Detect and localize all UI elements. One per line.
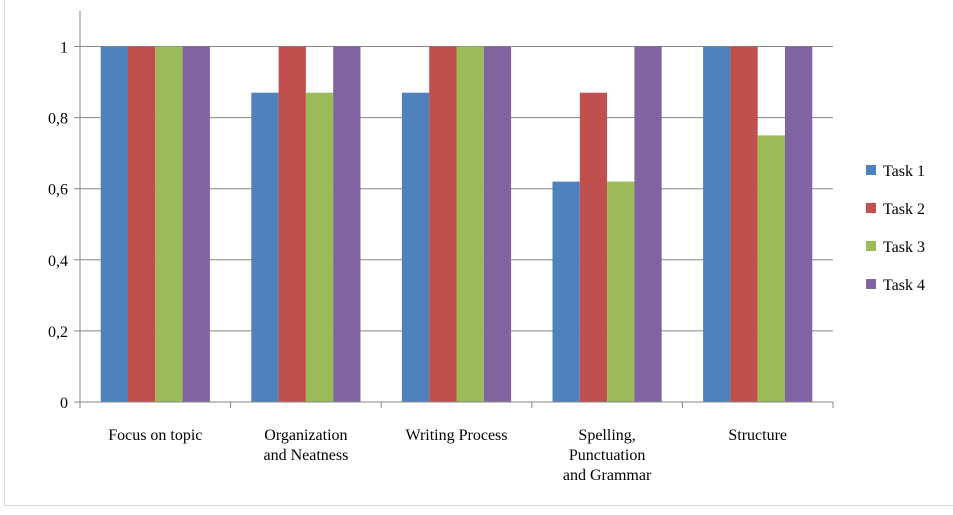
bars [100,46,813,402]
y-tick-label: 0,4 [48,253,68,270]
bar [128,46,156,402]
legend-label: Task 2 [883,201,925,218]
bar [552,181,580,402]
bar [278,46,306,402]
bar [579,92,608,402]
x-category-label: Writing Process [405,427,507,444]
frame-border-bottom [4,505,953,506]
x-category-label: Punctuation [569,447,645,464]
bar [333,46,361,402]
y-tick-label: 0,2 [48,324,68,341]
bar [785,46,813,402]
y-tick-labels: 0 0,2 0,4 0,6 0,8 1 [48,40,68,413]
x-category-label: Organization [264,427,347,444]
bar [182,46,210,402]
axes [74,10,834,408]
y-tick-label: 0,6 [48,182,68,199]
frame-border-left [4,0,5,505]
x-category-label: and Grammar [563,467,652,484]
bar [401,92,430,402]
y-tick-label: 1 [60,40,68,57]
y-tick-label: 0 [60,395,68,412]
y-tick-label: 0,8 [48,111,68,128]
bar [730,46,758,402]
bar [251,92,279,402]
legend-swatch [866,165,876,175]
bar [634,46,662,402]
bar [456,46,484,402]
legend-label: Task 1 [883,163,925,180]
legend-label: Task 4 [883,277,925,294]
legend-swatch [866,241,876,251]
x-category-label: Spelling, [578,427,635,444]
bar [305,92,334,402]
x-category-label: and Neatness [263,447,348,464]
bar [100,46,128,402]
legend: Task 1 Task 2 Task 3 Task 4 [866,163,925,294]
x-category-labels: Focus on topic Organization and Neatness Wr… [108,427,787,484]
bar [483,46,512,402]
bar [429,46,457,402]
legend-swatch [866,279,876,289]
legend-swatch [866,203,876,213]
bar [757,135,785,402]
bar [703,46,731,402]
bar [607,181,635,402]
x-category-label: Structure [728,427,787,444]
bar [155,46,183,402]
x-category-label: Focus on topic [108,427,202,444]
legend-label: Task 3 [883,239,925,256]
